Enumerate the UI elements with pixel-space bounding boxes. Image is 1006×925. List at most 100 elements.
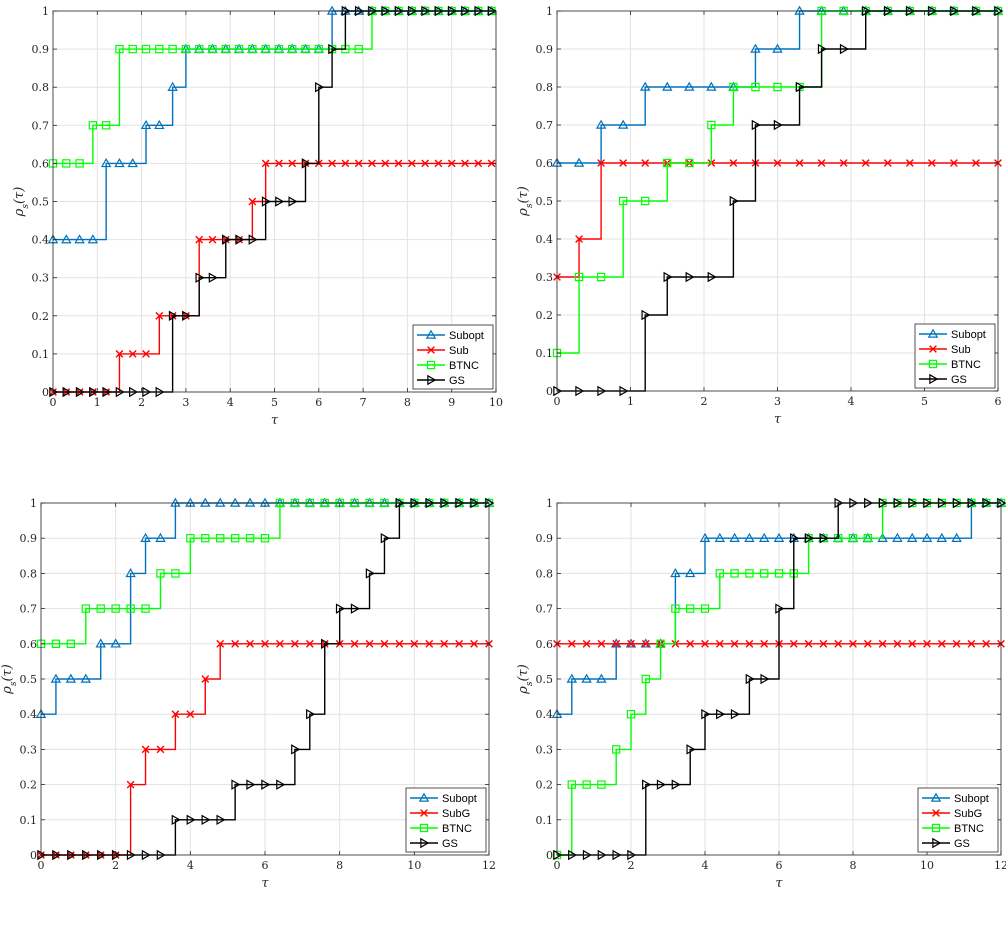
data-point [715, 569, 724, 578]
data-point [381, 159, 390, 168]
x-tick-label: 6 [262, 859, 269, 872]
data-point [341, 159, 350, 168]
data-point [230, 533, 240, 543]
data-point [328, 159, 336, 168]
x-tick-label: 0 [38, 859, 45, 872]
x-tick-label: 12 [482, 859, 496, 872]
legend-item-subg: SubG [410, 808, 470, 820]
data-point [641, 159, 650, 167]
legend-item-subopt: Subopt [410, 792, 477, 805]
data-point [617, 119, 629, 129]
data-point [487, 159, 496, 168]
legend-label: Subopt [449, 330, 484, 342]
legend-item-gs: GS [410, 837, 458, 850]
data-point [288, 44, 297, 54]
legend-item-subopt: Subopt [919, 328, 986, 341]
data-point [171, 569, 180, 578]
legend-marker [426, 360, 436, 370]
legend-marker [427, 346, 435, 354]
legend-item-subopt: Subopt [922, 792, 989, 805]
data-point [745, 639, 754, 648]
data-point [663, 158, 672, 168]
data-point [246, 779, 256, 790]
data-point [789, 639, 798, 648]
chart-panel-2: 0 1 2 3 4 5 6 0 0.1 0.2 0.3 0.4 0.5 0.6 0.7 0.8 0.9 1 τ ρs(… [516, 5, 1004, 427]
data-point [716, 708, 726, 720]
y-tick-label: 0.2 [536, 309, 554, 322]
data-point [745, 673, 755, 685]
data-point [686, 744, 696, 755]
data-point [641, 674, 650, 684]
y-axis-label: ρs(τ) [12, 187, 31, 218]
data-point [74, 234, 85, 244]
data-point [567, 639, 576, 648]
legend-label: GS [442, 838, 458, 850]
data-point [804, 532, 815, 544]
data-point [156, 569, 165, 578]
data-point [773, 119, 783, 131]
data-point [66, 639, 76, 648]
y-tick-label: 0.2 [20, 779, 38, 792]
data-point [773, 82, 782, 92]
data-point [950, 159, 958, 167]
x-tick-label: 5 [921, 395, 928, 408]
data-point [627, 639, 635, 648]
data-point [906, 532, 918, 542]
data-point [248, 197, 257, 206]
legend-label: SubG [442, 808, 470, 820]
data-point [575, 235, 583, 243]
data-point [167, 81, 178, 91]
data-point [328, 43, 338, 55]
data-point [706, 81, 717, 91]
data-point [618, 196, 628, 206]
data-point [335, 603, 346, 614]
x-tick-label: 0 [554, 395, 561, 408]
data-point [365, 568, 375, 579]
data-point [790, 532, 800, 544]
data-point [186, 710, 195, 719]
data-point [714, 532, 726, 542]
data-point [128, 44, 137, 54]
legend-label: BTNC [442, 823, 472, 835]
data-point [50, 673, 62, 683]
y-tick-label: 0.5 [32, 196, 50, 209]
data-point [455, 639, 464, 648]
x-tick-label: 6 [995, 395, 1002, 408]
legend-item-btnc: BTNC [410, 823, 472, 835]
y-tick-label: 0 [42, 386, 49, 399]
data-point [288, 196, 298, 207]
data-point [126, 780, 135, 789]
data-point [128, 350, 137, 358]
series-line [53, 10, 496, 165]
legend-item-subopt: Subopt [417, 329, 484, 342]
legend-item-subg: SubG [922, 808, 982, 820]
data-point [905, 159, 914, 167]
y-axis-label-sub: s [525, 681, 535, 686]
y-tick-label: 0.4 [20, 708, 38, 721]
y-tick-label: 0.4 [536, 708, 554, 721]
data-point [707, 120, 716, 130]
data-point [195, 235, 204, 244]
x-tick-label: 6 [776, 859, 783, 872]
data-point [88, 121, 98, 130]
data-point [861, 159, 870, 167]
data-point [231, 639, 240, 648]
data-point [96, 604, 105, 613]
y-tick-label: 0 [546, 385, 553, 398]
data-point [261, 196, 272, 207]
data-point [595, 119, 607, 129]
y-tick-label: 0 [546, 849, 553, 862]
data-point [972, 159, 980, 167]
data-point [231, 779, 241, 790]
data-point [115, 350, 124, 358]
y-tick-label: 0.9 [536, 532, 554, 545]
x-tick-label: 0 [50, 396, 57, 409]
data-point [110, 638, 121, 648]
chart-panel-3: 0 2 4 6 8 10 12 0 0.1 0.2 0.3 0.4 0.5 0.6 0.7 0.8 0.9 1 τ ρ… [0, 497, 496, 891]
legend-marker [419, 823, 429, 833]
legend-label: SubG [954, 808, 982, 820]
data-point [181, 44, 191, 54]
legend-label: BTNC [954, 823, 984, 835]
x-tick-label: 2 [112, 859, 119, 872]
data-point [170, 497, 181, 507]
